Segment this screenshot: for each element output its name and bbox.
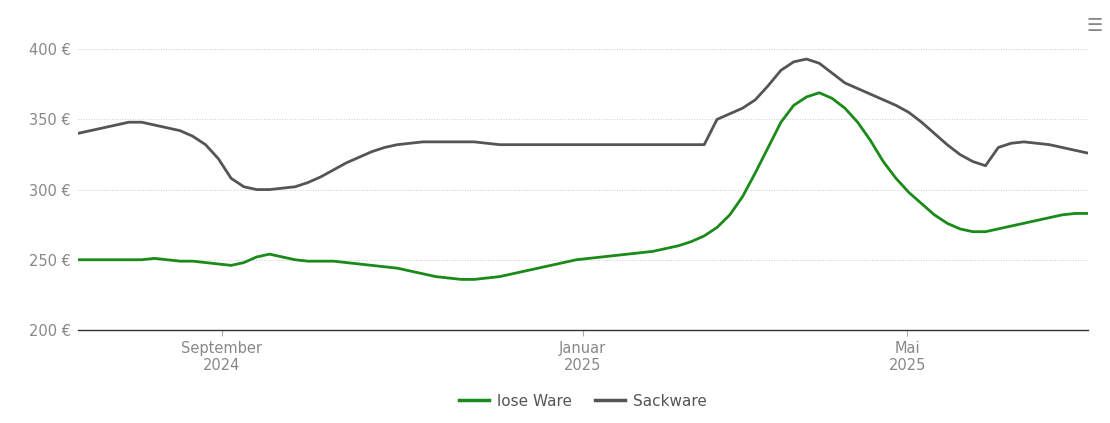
- Legend: lose Ware, Sackware: lose Ware, Sackware: [453, 388, 713, 415]
- Text: ☰: ☰: [1086, 17, 1102, 35]
